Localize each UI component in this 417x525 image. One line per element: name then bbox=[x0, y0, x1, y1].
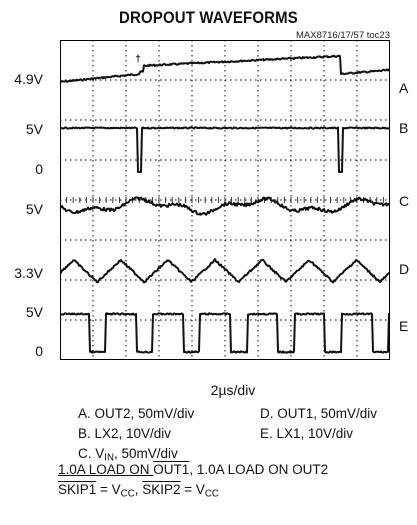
trace-label-a: A bbox=[399, 80, 409, 96]
label-0-b: 0 bbox=[35, 161, 43, 177]
footer-load-line: 1.0A LOAD ON OUT1, 1.0A LOAD ON OUT2 bbox=[58, 462, 329, 477]
footer-skip-line: SKIP1 = VCC, SKIP2 = VCC bbox=[58, 482, 219, 500]
trace-a bbox=[60, 54, 390, 83]
label-5v-c: 5V bbox=[25, 201, 43, 217]
figure-reference: MAX8716/17/57 toc23 bbox=[295, 30, 390, 41]
oscilloscope-plot: † bbox=[60, 40, 390, 360]
trace-c bbox=[60, 196, 390, 216]
graticule-grid bbox=[60, 40, 390, 360]
waveform-traces: † bbox=[60, 54, 390, 354]
label-3.3v: 3.3V bbox=[14, 265, 43, 281]
trace-label-c: C bbox=[399, 193, 410, 209]
legend-b: B. LX2, 10V/div bbox=[78, 426, 172, 441]
timebase-label: 2µs/div bbox=[210, 382, 256, 398]
label-4.9v: 4.9V bbox=[14, 71, 43, 87]
legend-right: D. OUT1, 50mV/div E. LX1, 10V/div bbox=[260, 404, 377, 444]
trace-e bbox=[60, 312, 390, 354]
legend-d: D. OUT1, 50mV/div bbox=[260, 406, 378, 421]
label-0-e: 0 bbox=[35, 343, 43, 359]
legend-left: A. OUT2, 50mV/div B. LX2, 10V/div C. VIN… bbox=[78, 404, 194, 468]
legend-e: E. LX1, 10V/div bbox=[260, 426, 354, 441]
trace-b bbox=[60, 126, 390, 173]
legend-a: A. OUT2, 50mV/div bbox=[78, 406, 195, 421]
trace-label-b: B bbox=[399, 120, 409, 136]
label-5v-b: 5V bbox=[25, 121, 43, 137]
label-5v-e: 5V bbox=[25, 304, 43, 320]
trace-label-e: E bbox=[399, 318, 409, 334]
chart-title: DROPOUT WAVEFORMS bbox=[119, 8, 298, 27]
legend-c: C. VIN, 50mV/div bbox=[78, 446, 178, 464]
trigger-marker: † bbox=[135, 54, 141, 65]
trace-d bbox=[60, 258, 390, 284]
trace-label-d: D bbox=[399, 261, 410, 277]
